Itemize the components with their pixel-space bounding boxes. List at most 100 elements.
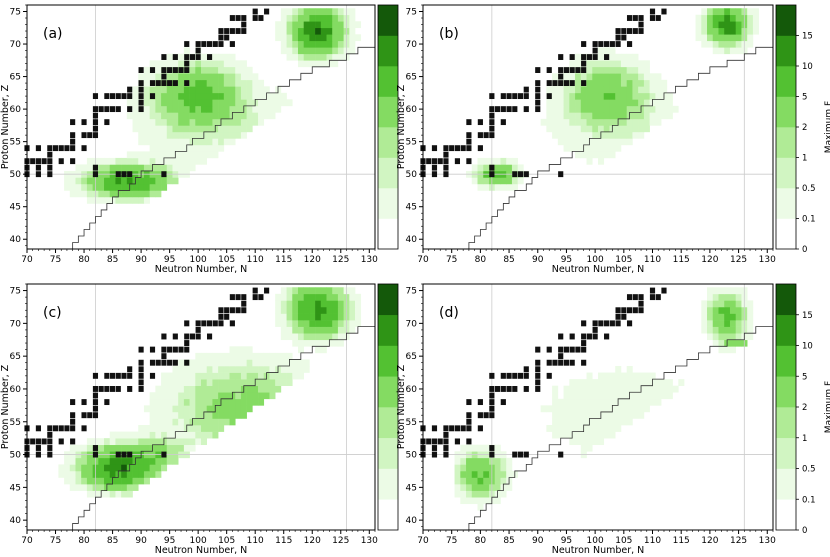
heatmap-cell: [557, 131, 564, 139]
stable-nucleus: [517, 93, 524, 100]
heatmap-cell: [747, 27, 754, 35]
heatmap-cell: [292, 339, 299, 347]
heatmap-cell: [454, 464, 461, 472]
stable-nucleus: [615, 313, 621, 320]
heatmap-cell: [183, 411, 190, 419]
heatmap-cell: [258, 105, 265, 113]
heatmap-cell: [557, 112, 564, 120]
heatmap-cell: [580, 92, 587, 100]
heatmap-cell: [724, 47, 731, 55]
heatmap-cell: [229, 405, 236, 413]
heatmap-cell: [64, 464, 71, 472]
x-tick-label: 95: [164, 536, 175, 546]
stable-nucleus: [206, 54, 213, 60]
heatmap-cell: [246, 125, 253, 133]
heatmap-cell: [183, 86, 190, 94]
heatmap-cell: [718, 47, 725, 55]
colorbar-segment: [776, 218, 796, 249]
heatmap-cell: [143, 157, 150, 165]
heatmap-cell: [569, 379, 576, 386]
heatmap-cell: [580, 379, 587, 386]
stable-nucleus: [569, 359, 575, 366]
heatmap-cell: [240, 99, 247, 107]
heatmap-cell: [332, 8, 339, 16]
heatmap-cell: [701, 34, 708, 42]
heatmap-cell: [320, 293, 327, 301]
heatmap-cell: [724, 346, 731, 354]
heatmap-cell: [326, 306, 333, 314]
heatmap-cell: [592, 385, 599, 393]
heatmap-cell: [206, 366, 213, 373]
heatmap-cell: [575, 379, 582, 386]
heatmap-cell: [178, 431, 185, 439]
heatmap-cell: [603, 151, 610, 159]
heatmap-cell: [454, 484, 461, 491]
stable-nucleus: [252, 287, 258, 294]
heatmap-cell: [626, 73, 633, 81]
heatmap-cell: [75, 470, 82, 478]
heatmap-cell: [632, 99, 639, 107]
stable-nuclei: [420, 8, 667, 178]
heatmap-cell: [712, 34, 719, 42]
stable-nucleus: [58, 145, 64, 152]
heatmap-cell: [189, 125, 196, 133]
colorbar-tick-label: 1: [802, 434, 807, 444]
stable-nucleus: [512, 386, 518, 392]
heatmap-cell: [724, 21, 731, 29]
stable-nucleus: [500, 386, 506, 392]
heatmap-cell: [315, 333, 322, 341]
heatmap-cell: [586, 372, 593, 380]
heatmap-cell: [320, 313, 327, 321]
x-tick-label: 105: [615, 536, 632, 546]
heatmap-cell: [315, 326, 322, 334]
heatmap-cell: [603, 144, 610, 152]
heatmap-cell: [661, 99, 668, 107]
stable-nucleus: [512, 93, 518, 100]
heatmap-cell: [201, 438, 208, 446]
heatmap-cell: [326, 27, 333, 35]
stable-nucleus: [466, 132, 472, 139]
heatmap-cell: [195, 105, 202, 113]
heatmap-cell: [575, 53, 582, 61]
heatmap-cell: [178, 385, 185, 393]
stable-nucleus: [449, 425, 455, 432]
heatmap-cell: [183, 405, 190, 413]
heatmap-cell: [609, 79, 616, 87]
heatmap-cell: [638, 118, 645, 126]
heatmap-cell: [263, 86, 270, 94]
heatmap-cell: [586, 105, 593, 113]
heatmap-cell: [615, 53, 622, 61]
stable-nucleus: [638, 21, 644, 28]
stable-nucleus: [581, 346, 587, 353]
heatmap-cell: [643, 405, 650, 413]
stable-nucleus: [431, 164, 438, 171]
heatmap-cell: [655, 92, 662, 100]
colorbar-tick-label: 0.5: [802, 465, 816, 475]
heatmap-cell: [609, 151, 616, 159]
heatmap-cell: [183, 47, 190, 55]
heatmap-cell: [138, 431, 145, 439]
stable-nucleus: [161, 73, 167, 80]
panel-c: 70 75 80 85 90 95 100 105 110 115 120 125 1304045505…: [0, 283, 399, 556]
y-tick-label: 55: [406, 138, 417, 148]
heatmap-cell: [81, 470, 88, 478]
heatmap-cell: [149, 157, 156, 165]
heatmap-cell: [580, 385, 587, 393]
heatmap-cell: [195, 125, 202, 133]
heatmap-cell: [649, 398, 656, 406]
heatmap-cell: [161, 418, 168, 426]
heatmap-cells: [64, 8, 362, 204]
heatmap-cell: [575, 418, 582, 426]
heatmap-cell: [729, 339, 737, 347]
heatmap-cell: [183, 438, 190, 446]
heatmap-cell: [240, 372, 247, 380]
heatmap-cell: [315, 34, 322, 42]
stable-nucleus: [70, 438, 76, 445]
stable-nucleus: [35, 425, 41, 432]
heatmap-cell: [166, 431, 173, 439]
heatmap-cell: [115, 183, 122, 191]
heatmap-cell: [603, 118, 610, 126]
heatmap-cell: [615, 405, 622, 413]
heatmap-cell: [460, 484, 467, 491]
heatmap-cell: [109, 164, 116, 172]
